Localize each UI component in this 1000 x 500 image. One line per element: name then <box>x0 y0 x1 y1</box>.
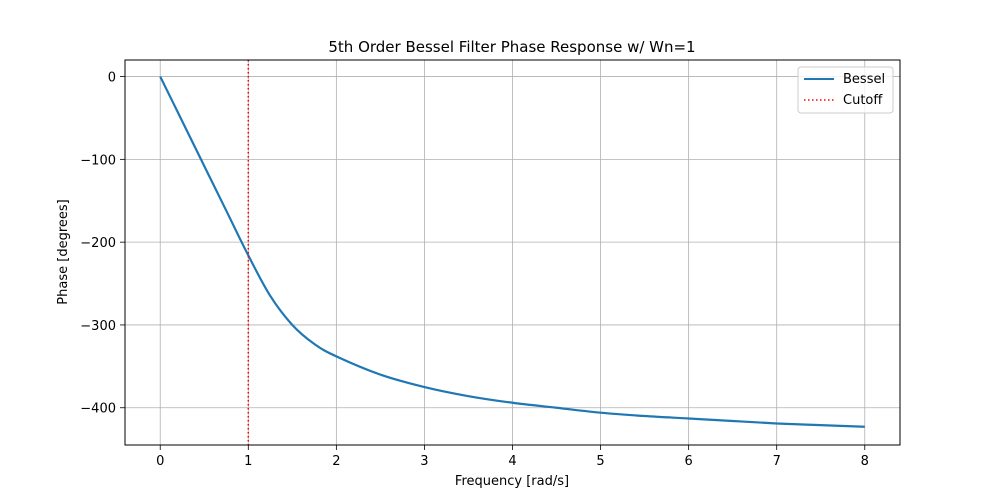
x-tick-label: 8 <box>861 454 869 469</box>
x-axis-label: Frequency [rad/s] <box>455 474 569 489</box>
y-tick-label: −100 <box>80 153 116 168</box>
x-tick-label: 7 <box>773 454 781 469</box>
x-tick-label: 5 <box>596 454 604 469</box>
x-tick-label: 3 <box>420 454 428 469</box>
legend-label-cutoff: Cutoff <box>843 93 883 108</box>
x-tick-label: 1 <box>244 454 252 469</box>
x-tick-label: 6 <box>684 454 692 469</box>
grid <box>125 60 900 445</box>
series-line-bessel <box>159 76 865 428</box>
y-tick-label: −200 <box>80 236 116 251</box>
chart-title: 5th Order Bessel Filter Phase Response w… <box>328 38 695 56</box>
x-tick-label: 2 <box>332 454 340 469</box>
x-tick-label: 0 <box>156 454 164 469</box>
x-tick-label: 4 <box>508 454 516 469</box>
legend-label-bessel: Bessel <box>843 72 885 87</box>
legend: Bessel Cutoff <box>797 66 894 114</box>
y-tick-label: −400 <box>80 402 116 417</box>
series-layer <box>159 60 865 445</box>
y-tick-label: 0 <box>108 71 116 86</box>
y-tick-label: −300 <box>80 319 116 334</box>
y-axis-label: Phase [degrees] <box>56 199 71 304</box>
ticks: 0 1 2 3 4 5 6 7 8 0 −100 −200 −300 −400 <box>80 71 869 469</box>
